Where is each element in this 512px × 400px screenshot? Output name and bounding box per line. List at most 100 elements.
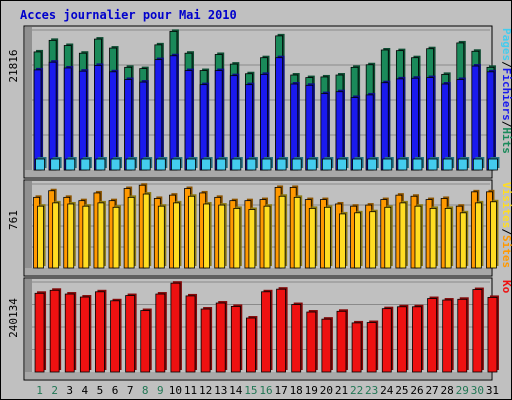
bar-pages-day-30 bbox=[472, 158, 483, 171]
axis-max-label: 21816 bbox=[7, 49, 20, 82]
bar-ko-day-4 bbox=[79, 296, 90, 373]
panel-bottom: 240134 Ko bbox=[7, 277, 512, 381]
day-label-4: 4 bbox=[82, 384, 89, 397]
bar-fichiers-day-9 bbox=[154, 59, 163, 171]
bar-visites-day-27 bbox=[429, 207, 437, 269]
legend-middle: Visites/Sites bbox=[500, 182, 512, 268]
series-ko bbox=[34, 281, 499, 373]
legend-entry: Sites bbox=[500, 235, 512, 268]
bar-pages-day-21 bbox=[337, 158, 347, 171]
bar-visites-day-13 bbox=[218, 204, 226, 269]
bar-pages-day-14 bbox=[231, 158, 242, 171]
day-label-20: 20 bbox=[320, 384, 333, 397]
bar-visites-day-11 bbox=[188, 195, 195, 269]
day-label-21: 21 bbox=[335, 384, 348, 397]
series-visites bbox=[37, 192, 499, 269]
bar-ko-day-16 bbox=[261, 291, 271, 373]
bar-visites-day-7 bbox=[127, 196, 135, 269]
bar-visites-day-25 bbox=[399, 202, 407, 269]
bar-ko-day-25 bbox=[396, 306, 407, 373]
bar-visites-day-31 bbox=[490, 201, 497, 269]
bar-pages-day-24 bbox=[382, 158, 393, 171]
bar-pages-day-15 bbox=[246, 158, 257, 171]
bar-pages-day-9 bbox=[155, 158, 166, 171]
day-label-5: 5 bbox=[97, 384, 104, 397]
bar-visites-day-17 bbox=[278, 195, 286, 269]
panel-bevel-bottom bbox=[25, 268, 491, 275]
bar-pages-day-26 bbox=[412, 158, 423, 171]
bar-ko-day-31 bbox=[487, 297, 498, 373]
series-pages bbox=[35, 157, 500, 171]
bar-pages-day-19 bbox=[306, 158, 317, 171]
bar-visites-day-28 bbox=[444, 207, 452, 269]
day-label-19: 19 bbox=[305, 384, 318, 397]
bar-ko-day-6 bbox=[110, 300, 120, 373]
bar-pages-day-25 bbox=[397, 158, 408, 171]
day-label-1: 1 bbox=[36, 384, 43, 397]
legend-entry: / bbox=[500, 228, 512, 235]
bar-ko-day-14 bbox=[230, 306, 241, 373]
bar-visites-day-24 bbox=[384, 206, 392, 269]
bar-pages-day-18 bbox=[291, 158, 302, 171]
bar-visites-day-1 bbox=[37, 205, 44, 269]
bar-visites-day-23 bbox=[369, 211, 377, 269]
day-label-24: 24 bbox=[380, 384, 394, 397]
bar-ko-day-1 bbox=[34, 292, 45, 373]
bar-fichiers-day-3 bbox=[63, 67, 72, 171]
bar-visites-day-20 bbox=[323, 206, 331, 269]
bar-ko-day-7 bbox=[125, 295, 136, 373]
axis-max-label: 761 bbox=[7, 210, 20, 230]
day-label-8: 8 bbox=[142, 384, 149, 397]
legend-entry: Pages bbox=[500, 28, 512, 61]
day-label-3: 3 bbox=[66, 384, 73, 397]
bar-visites-day-9 bbox=[157, 205, 165, 269]
bar-ko-day-18 bbox=[291, 304, 302, 373]
bar-fichiers-day-17 bbox=[275, 57, 283, 171]
day-label-29: 29 bbox=[456, 384, 469, 397]
bar-pages-day-13 bbox=[216, 158, 227, 171]
bar-ko-day-12 bbox=[200, 308, 211, 373]
bar-pages-day-31 bbox=[488, 158, 498, 171]
panel-bevel-left bbox=[25, 181, 32, 275]
legend-entry: Visites bbox=[500, 182, 512, 228]
day-label-31: 31 bbox=[486, 384, 499, 397]
day-label-7: 7 bbox=[127, 384, 134, 397]
bar-ko-day-27 bbox=[427, 298, 437, 373]
bar-fichiers-day-31 bbox=[486, 71, 495, 171]
day-label-11: 11 bbox=[184, 384, 197, 397]
bar-pages-day-22 bbox=[352, 158, 362, 171]
bar-pages-day-6 bbox=[110, 158, 121, 171]
bar-ko-day-15 bbox=[246, 317, 256, 373]
bar-visites-day-30 bbox=[474, 202, 482, 269]
day-label-17: 17 bbox=[274, 384, 287, 397]
day-label-13: 13 bbox=[214, 384, 227, 397]
day-label-28: 28 bbox=[441, 384, 454, 397]
bar-pages-day-16 bbox=[261, 158, 272, 171]
bar-fichiers-day-30 bbox=[471, 65, 480, 171]
bar-pages-day-20 bbox=[321, 158, 332, 171]
bar-ko-day-19 bbox=[306, 311, 317, 373]
day-label-6: 6 bbox=[112, 384, 119, 397]
legend-bottom: Ko bbox=[500, 280, 512, 294]
legend-entry: Ko bbox=[500, 280, 512, 294]
day-label-10: 10 bbox=[169, 384, 182, 397]
bar-visites-day-15 bbox=[248, 209, 256, 269]
bar-pages-day-7 bbox=[125, 158, 136, 171]
bar-pages-day-17 bbox=[276, 158, 287, 171]
bar-pages-day-27 bbox=[427, 158, 438, 171]
bar-visites-day-16 bbox=[263, 205, 271, 269]
bar-visites-day-4 bbox=[82, 205, 90, 269]
bar-fichiers-day-10 bbox=[169, 55, 178, 171]
bar-ko-day-17 bbox=[276, 288, 286, 373]
bar-fichiers-day-1 bbox=[33, 69, 42, 171]
series-fichiers bbox=[33, 53, 496, 171]
bar-ko-day-13 bbox=[215, 302, 226, 373]
bar-ko-day-5 bbox=[95, 291, 105, 373]
bar-ko-day-30 bbox=[472, 289, 483, 373]
chart-title: Acces journalier pour Mai 2010 bbox=[20, 8, 237, 22]
bar-pages-day-11 bbox=[186, 158, 196, 171]
legend-top: Pages/Fichiers/Hits bbox=[500, 28, 512, 154]
bar-visites-day-5 bbox=[97, 202, 105, 269]
bar-ko-day-20 bbox=[321, 318, 332, 373]
